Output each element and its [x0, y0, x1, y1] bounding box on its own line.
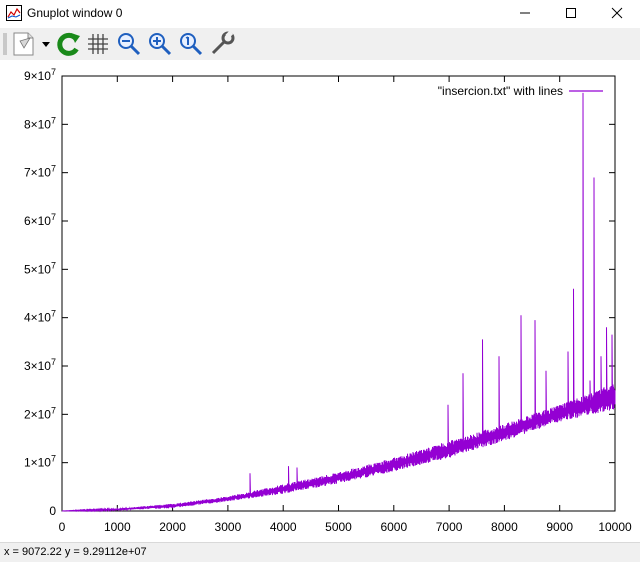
y-tick-exponent: 7 — [51, 212, 56, 222]
x-tick-label: 2000 — [159, 520, 186, 534]
x-tick-label: 0 — [59, 520, 66, 534]
plot-frame — [61, 75, 616, 512]
x-tick-label: 1000 — [104, 520, 131, 534]
minimize-icon — [520, 12, 530, 14]
options-menu-icon — [13, 32, 50, 56]
y-tick-exponent: 7 — [51, 309, 56, 319]
y-tick-label: 9×107 — [24, 67, 56, 83]
toolbar — [0, 28, 640, 60]
zoom-reset-icon — [180, 33, 203, 56]
y-tick-label: 0 — [49, 504, 56, 518]
y-tick-label: 8×107 — [24, 115, 56, 131]
x-tick-label: 4000 — [270, 520, 297, 534]
grid-icon — [88, 34, 108, 54]
y-tick-exponent: 7 — [51, 260, 56, 270]
toolbar-grip — [3, 33, 7, 55]
zoom-reset-button[interactable] — [177, 30, 205, 58]
minimize-button[interactable] — [502, 0, 548, 26]
y-tick-exponent: 7 — [51, 405, 56, 415]
window-title: Gnuplot window 0 — [27, 6, 123, 20]
y-tick-label: 5×107 — [24, 260, 56, 276]
x-tick-label: 8000 — [491, 520, 518, 534]
close-button[interactable] — [594, 0, 640, 26]
zoom-in-button[interactable] — [146, 30, 174, 58]
x-tick-label: 10000 — [598, 520, 632, 534]
y-tick-exponent: 7 — [51, 454, 56, 464]
x-tick-label: 5000 — [325, 520, 352, 534]
y-tick-label: 3×107 — [24, 357, 56, 373]
y-tick-exponent: 7 — [51, 115, 56, 125]
series-line — [62, 92, 616, 513]
y-tick-label: 6×107 — [24, 212, 56, 228]
gnuplot-app-icon — [6, 5, 22, 21]
y-tick-label: 7×107 — [24, 164, 56, 180]
maximize-icon — [566, 8, 576, 18]
y-tick-exponent: 7 — [51, 164, 56, 174]
y-tick-label: 1×107 — [24, 454, 56, 470]
zoom-out-button[interactable] — [115, 30, 143, 58]
legend-label: "insercion.txt" with lines — [438, 84, 563, 98]
coordinate-readout: x = 9072.22 y = 9.29112e+07 — [4, 546, 147, 558]
status-bar: x = 9072.22 y = 9.29112e+07 — [0, 542, 640, 562]
y-tick-exponent: 7 — [51, 357, 56, 367]
y-tick-label: 4×107 — [24, 309, 56, 325]
grid-button[interactable] — [84, 30, 112, 58]
replot-button[interactable] — [54, 30, 82, 58]
replot-icon — [57, 32, 80, 56]
y-tick-exponent: 7 — [51, 67, 56, 77]
settings-button[interactable] — [208, 30, 236, 58]
maximize-button[interactable] — [548, 0, 594, 26]
zoom-in-icon — [149, 33, 172, 56]
plot-area[interactable]: 0 1×107 2×107 3×107 4×107 5×107 6×107 7×107 8×10… — [0, 60, 640, 542]
x-tick-label: 7000 — [436, 520, 463, 534]
close-icon — [611, 7, 623, 19]
options-menu-button[interactable] — [10, 30, 54, 58]
settings-icon — [211, 30, 235, 55]
line-chart: 0 1×107 2×107 3×107 4×107 5×107 6×107 7×107 8×10… — [24, 67, 632, 534]
zoom-out-icon — [118, 33, 141, 56]
x-tick-label: 6000 — [380, 520, 407, 534]
title-bar: Gnuplot window 0 — [0, 0, 640, 26]
y-tick-label: 2×107 — [24, 405, 56, 421]
x-tick-label: 3000 — [215, 520, 242, 534]
x-tick-label: 9000 — [546, 520, 573, 534]
